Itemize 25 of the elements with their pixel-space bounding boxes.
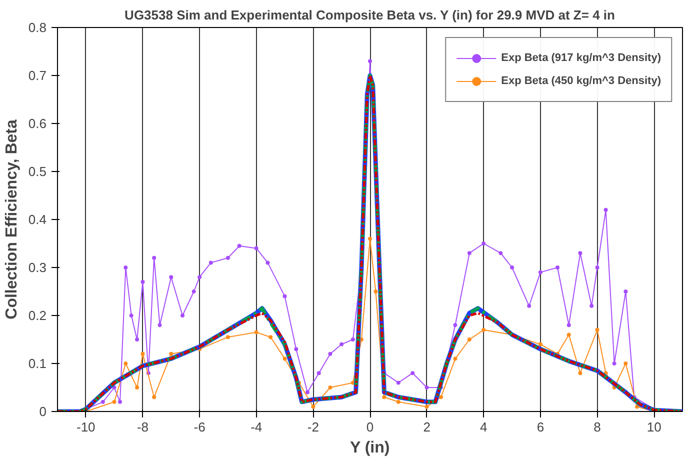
x-tick-label: 10	[646, 420, 662, 434]
y-tick-label: 0.2	[28, 308, 47, 323]
legend-label: Exp Beta (450 kg/m^3 Density)	[501, 75, 661, 87]
y-tick-label: 0	[39, 404, 47, 419]
x-tick-label: 0	[366, 420, 374, 434]
y-axis-title: Collection Efficiency, Beta	[3, 120, 20, 320]
y-tick-label: 0.5	[28, 164, 47, 179]
chart-title: UG3538 Sim and Experimental Composite Beta vs. Y (in) for 29.9 MVD at Z= 4 in	[124, 8, 616, 22]
x-tick-label: 8	[594, 420, 601, 434]
y-tick-label: 0.8	[28, 20, 47, 35]
x-tick-label: -8	[136, 420, 149, 434]
x-tick-label: -4	[250, 420, 262, 434]
y-tick-label: 0.3	[28, 260, 47, 275]
y-tick-label: 0.4	[28, 212, 47, 227]
x-tick-label: 2	[423, 420, 430, 434]
x-tick-label: -6	[194, 420, 206, 434]
x-tick-label: -10	[76, 420, 96, 434]
y-tick-label: 0.7	[28, 68, 47, 83]
x-tick-label: 4	[480, 420, 488, 434]
x-tick-label: -2	[307, 420, 319, 434]
y-tick-label: 0.6	[28, 116, 47, 131]
x-tick-label: 6	[536, 420, 544, 434]
legend-label: Exp Beta (917 kg/m^3 Density)	[501, 52, 661, 64]
y-tick-label: 0.1	[28, 356, 47, 371]
x-axis-title: Y (in)	[350, 440, 390, 456]
